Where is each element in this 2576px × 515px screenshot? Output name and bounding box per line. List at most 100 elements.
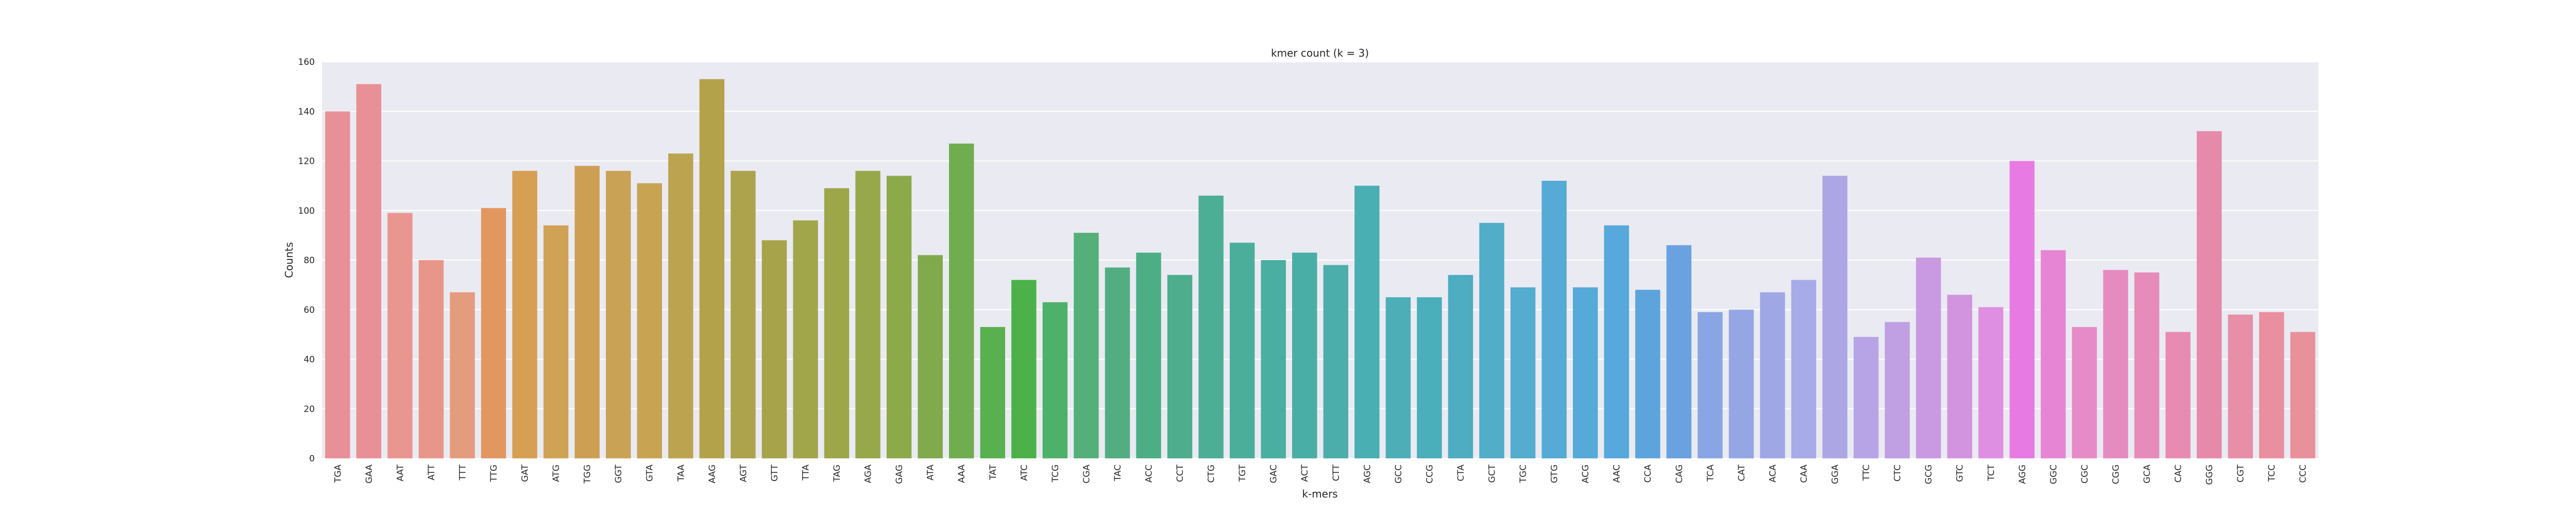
bar-ttc (1853, 337, 1879, 458)
bar-cca (1635, 289, 1660, 458)
bar-gac (1261, 260, 1286, 458)
y-tick-label: 20 (303, 404, 315, 415)
x-tick-label: GGA (1831, 465, 1841, 484)
x-tick-label: CCC (2298, 465, 2309, 483)
x-tick-label: TCA (1705, 465, 1716, 482)
x-tick-label: TAA (676, 465, 686, 482)
x-tick-label: CAA (1799, 465, 1809, 483)
x-tick-label: ATA (926, 465, 936, 480)
x-tick-label: GAA (364, 465, 375, 484)
bar-ccg (1417, 297, 1442, 458)
x-tick-label: ATG (551, 465, 562, 482)
bar-acc (1136, 252, 1161, 458)
x-tick-label: TGT (1238, 464, 1248, 482)
x-tick-label: CTG (1207, 465, 1217, 483)
bar-agg (2009, 161, 2035, 458)
y-tick-labels: 0 20 40 60 80 100 120 140 160 (298, 57, 315, 464)
bar-tta (793, 220, 818, 458)
bar-agc (1354, 185, 1380, 458)
x-tick-label: TGC (1518, 465, 1529, 483)
bar-cct (1167, 274, 1193, 458)
x-tick-label: CCT (1175, 464, 1185, 482)
bar-gca (2134, 272, 2160, 458)
x-tick-label: CGT (2236, 464, 2246, 482)
bar-tat (980, 327, 1005, 458)
bar-gcc (1385, 297, 1411, 458)
bar-tgg (574, 166, 600, 458)
x-tick-label: CTT (1331, 464, 1342, 481)
x-tick-label: AGT (738, 464, 749, 482)
x-tick-label: GAG (894, 465, 905, 484)
x-tick-label: AAA (957, 465, 967, 483)
x-tick-label: ACT (1300, 464, 1310, 482)
x-tick-label: AAT (395, 464, 405, 481)
bar-aac (1604, 225, 1629, 458)
bar-taa (668, 153, 693, 458)
x-tick-label: CTC (1893, 465, 1903, 482)
bar-gtt (761, 240, 787, 458)
bar-ttt (450, 292, 475, 458)
bar-ctt (1323, 265, 1348, 458)
bar-aat (387, 213, 413, 458)
bar-act (1292, 252, 1317, 458)
x-tick-label: TAG (832, 465, 842, 483)
bar-att (418, 260, 444, 458)
bar-ctg (1198, 195, 1224, 458)
bar-cta (1448, 274, 1473, 458)
x-tick-labels: TGA GAA AAT ATT TTT TTG GAT ATG TGG GGT GTA TAA AAG A… (333, 464, 2308, 485)
bar-cgg (2103, 270, 2128, 458)
x-tick-label: TCC (2267, 465, 2277, 482)
x-tick-label: CGA (1081, 465, 1092, 484)
x-tick-label: TGA (333, 465, 343, 484)
bar-gcg (1916, 258, 1941, 458)
bars (325, 79, 2315, 458)
bar-cat (1728, 310, 1754, 458)
bar-ccc (2290, 332, 2315, 458)
y-tick-label: 40 (303, 355, 315, 365)
bar-aga (855, 170, 880, 458)
x-tick-label: ACA (1768, 465, 1778, 483)
x-tick-label: TTA (801, 465, 811, 481)
bar-gag (886, 176, 912, 458)
bar-tac (1105, 267, 1130, 458)
x-tick-label: CCG (1425, 465, 1435, 484)
x-tick-label: GCG (1924, 465, 1934, 484)
x-tick-label: TTG (489, 465, 499, 483)
bar-acg (1572, 287, 1598, 458)
x-tick-label: AAC (1612, 465, 1622, 483)
x-tick-label: AGC (1362, 465, 1372, 483)
bar-cac (2165, 332, 2191, 458)
x-tick-label: CGC (2080, 465, 2090, 484)
bar-ggt (605, 170, 631, 458)
x-tick-label: GAT (520, 464, 531, 482)
x-tick-label: ATT (427, 464, 437, 480)
x-tick-label: GCT (1487, 464, 1498, 483)
bar-tcg (1042, 302, 1068, 458)
x-tick-label: CTA (1456, 465, 1466, 482)
y-tick-label: 160 (298, 57, 315, 67)
bar-aag (699, 79, 725, 458)
bar-gct (1479, 222, 1504, 458)
x-tick-label: TTC (1861, 465, 1872, 481)
bar-tct (1978, 307, 2004, 458)
x-tick-label: CGG (2111, 465, 2121, 484)
bar-agt (731, 170, 756, 458)
y-tick-label: 60 (303, 305, 315, 315)
bar-ctc (1885, 322, 1910, 458)
x-tick-label: GTC (1955, 465, 1965, 482)
x-tick-label: CAT (1737, 464, 1747, 481)
bar-atc (1011, 280, 1037, 458)
bar-tga (325, 111, 350, 458)
bar-gta (637, 183, 662, 458)
bar-cga (1074, 233, 1099, 458)
x-tick-label: CAG (1674, 465, 1685, 483)
bar-cag (1666, 245, 1692, 458)
bar-cgt (2228, 314, 2253, 458)
x-tick-label: TAC (1113, 465, 1123, 482)
bar-ggc (2041, 250, 2066, 458)
x-tick-label: TCT (1986, 464, 1996, 481)
x-axis-label: k-mers (1302, 488, 1337, 500)
bar-ttg (481, 208, 506, 458)
x-tick-label: GAC (1269, 465, 1279, 483)
